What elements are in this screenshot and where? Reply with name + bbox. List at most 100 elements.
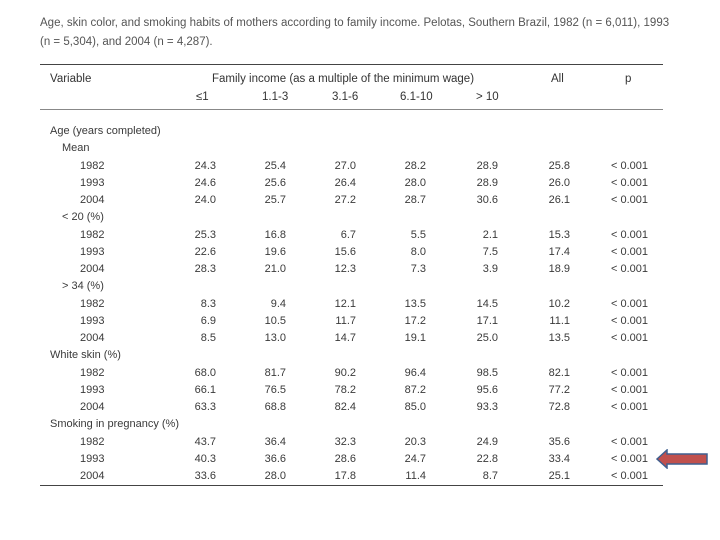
- table-cell: 8.7: [482, 470, 498, 482]
- table-cell: 24.7: [404, 452, 426, 465]
- table-cell: 9.4: [270, 297, 286, 310]
- table-cell: 26.0: [548, 176, 570, 189]
- table-cell: 85.0: [404, 401, 426, 413]
- table-cell: 17.1: [476, 314, 498, 327]
- table-cell: 22.6: [194, 245, 216, 258]
- table-cell: 25.7: [264, 194, 286, 206]
- table-cell: 33.6: [194, 470, 216, 482]
- table-cell: < 0.001: [610, 332, 648, 344]
- table-cell: < 0.001: [610, 452, 648, 465]
- table-cell: 32.3: [334, 435, 356, 448]
- table-cell: 28.9: [476, 176, 498, 189]
- row-year-label: 2004: [80, 194, 105, 206]
- table-cell: < 0.001: [610, 263, 648, 275]
- table-cell: 19.1: [404, 332, 426, 344]
- table-cell: 68.0: [194, 366, 216, 379]
- header-income-col-3: 3.1-6: [332, 91, 359, 103]
- table-cell: 15.6: [334, 245, 356, 258]
- table-cell: 11.4: [405, 470, 426, 482]
- table-cell: 33.4: [548, 452, 570, 465]
- table-cell: 28.2: [404, 159, 426, 172]
- table-cell: 11.1: [549, 314, 570, 327]
- table-cell: 8.3: [200, 297, 216, 310]
- table-cell: 25.0: [476, 332, 498, 344]
- table-cell: 24.9: [476, 435, 498, 448]
- table-cell: 90.2: [334, 366, 356, 379]
- row-variable-label: White skin (%): [50, 349, 121, 362]
- table-cell: < 0.001: [610, 297, 648, 310]
- row-variable-label: > 34 (%): [62, 280, 104, 293]
- table-cell: 17.4: [548, 245, 570, 258]
- table-cell: 22.8: [476, 452, 498, 465]
- row-variable-label: < 20 (%): [62, 211, 104, 224]
- table-cell: 25.8: [548, 159, 570, 172]
- table-cell: < 0.001: [610, 245, 648, 258]
- table-cell: 18.9: [548, 263, 570, 275]
- row-year-label: 1982: [80, 435, 105, 448]
- table-cell: 12.1: [334, 297, 356, 310]
- header-all: All: [551, 73, 564, 85]
- table-cell: 76.5: [264, 383, 286, 396]
- table-cell: 72.8: [548, 401, 570, 413]
- table-cell: 12.3: [334, 263, 356, 275]
- table-cell: 28.0: [264, 470, 286, 482]
- table-caption: Age, skin color, and smoking habits of m…: [40, 17, 670, 48]
- table-cell: 6.9: [200, 314, 216, 327]
- table-cell: 96.4: [404, 366, 426, 379]
- table-cell: < 0.001: [610, 401, 648, 413]
- header-income-col-1: ≤1: [196, 91, 209, 103]
- table-cell: 26.4: [334, 176, 356, 189]
- table-cell: 81.7: [264, 366, 286, 379]
- table-cell: 25.3: [194, 228, 216, 241]
- table-cell: 28.6: [334, 452, 356, 465]
- table-cell: 28.3: [194, 263, 216, 275]
- table-cell: < 0.001: [610, 194, 648, 206]
- table-cell: 25.4: [264, 159, 286, 172]
- table-cell: 78.2: [334, 383, 356, 396]
- table-cell: 24.0: [194, 194, 216, 206]
- table-cell: 14.5: [476, 297, 498, 310]
- row-variable-label: Mean: [62, 142, 90, 155]
- row-year-label: 2004: [80, 470, 105, 482]
- table-cell: 24.6: [194, 176, 216, 189]
- table-cell: 36.4: [264, 435, 286, 448]
- table-cell: 20.3: [404, 435, 426, 448]
- table-cell: 26.1: [548, 194, 570, 206]
- table-cell: 3.9: [482, 263, 498, 275]
- header-income-col-2: 1.1-3: [262, 91, 289, 103]
- table-cell: 2.1: [482, 228, 498, 241]
- table-cell: 28.0: [404, 176, 426, 189]
- table-cell: 7.5: [482, 245, 498, 258]
- table-cell: 15.3: [548, 228, 570, 241]
- table-cell: 95.6: [476, 383, 498, 396]
- table-cell: 7.3: [410, 263, 426, 275]
- header-rule: [40, 109, 663, 110]
- table-cell: 17.2: [404, 314, 426, 327]
- table-cell: 43.7: [194, 435, 216, 448]
- table-cell: 28.9: [476, 159, 498, 172]
- table-cell: < 0.001: [610, 470, 648, 482]
- table-cell: 93.3: [476, 401, 498, 413]
- header-p: p: [625, 73, 632, 85]
- table-cell: 21.0: [264, 263, 286, 275]
- row-variable-label: Smoking in pregnancy (%): [50, 418, 180, 431]
- table-cell: < 0.001: [610, 176, 648, 189]
- table-cell: 77.2: [548, 383, 570, 396]
- table-cell: 30.6: [476, 194, 498, 206]
- table-cell: 82.1: [548, 366, 570, 379]
- table-cell: < 0.001: [610, 314, 648, 327]
- table-cell: 68.8: [264, 401, 286, 413]
- row-year-label: 1982: [80, 159, 105, 172]
- table-cell: 6.7: [340, 228, 356, 241]
- table-cell: < 0.001: [610, 435, 648, 448]
- table-cell: 36.6: [264, 452, 286, 465]
- top-rule: [40, 64, 663, 65]
- header-income-col-4: 6.1-10: [400, 91, 433, 103]
- table-cell: 98.5: [476, 366, 498, 379]
- table-cell: 8.5: [200, 332, 216, 344]
- table-cell: 66.1: [194, 383, 216, 396]
- table-cell: 35.6: [548, 435, 570, 448]
- table-cell: 13.5: [404, 297, 426, 310]
- table-cell: 28.7: [404, 194, 426, 206]
- table-cell: 10.2: [548, 297, 570, 310]
